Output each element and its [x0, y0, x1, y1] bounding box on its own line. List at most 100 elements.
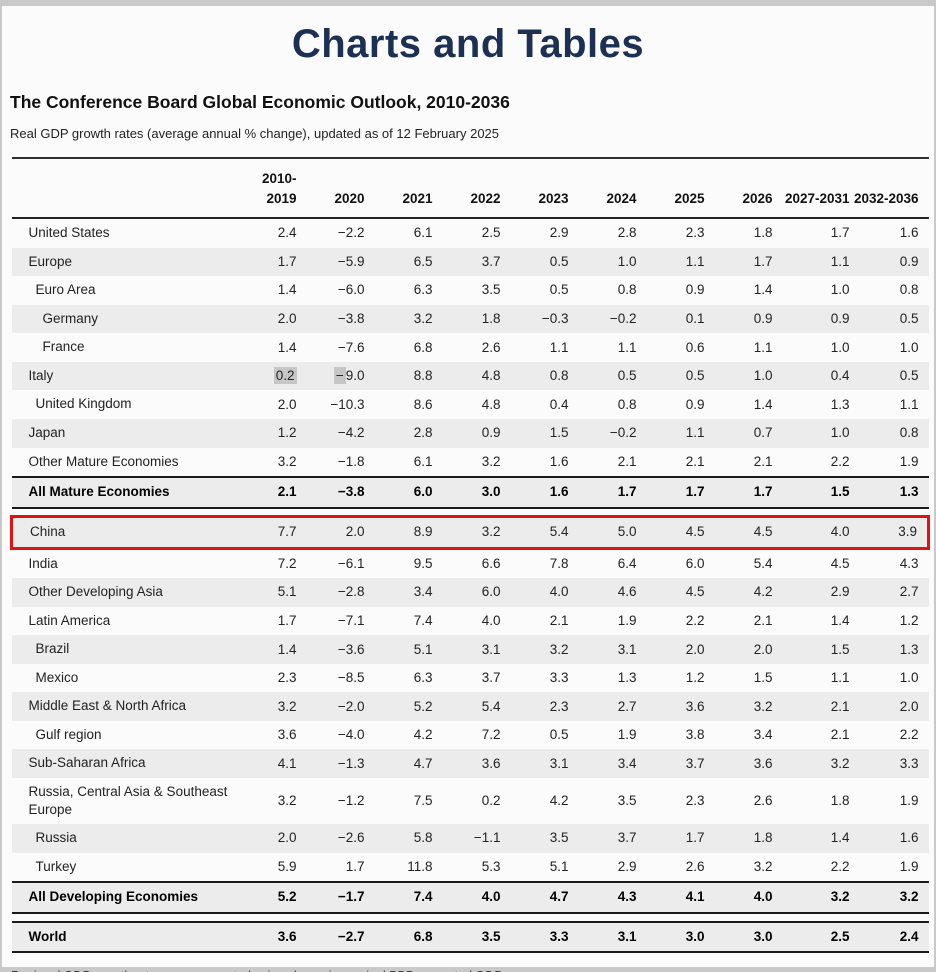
value-cell: 3.2	[277, 453, 297, 469]
row-label: All Mature Economies	[11, 476, 237, 509]
row-label: Latin America	[28, 612, 111, 628]
table-row: Other Mature Economies 3.2 −1.8 6.1 3.2 1.6 2.…	[12, 448, 929, 478]
value-cell: 2.0	[236, 824, 297, 853]
value-cell: 5.4	[432, 692, 501, 721]
table-row: Other Developing Asia 5.1 −2.8 3.4 6.0 4.0 4.6…	[11, 578, 929, 607]
value-cell: 0.9	[772, 304, 850, 334]
value-cell: 2.3	[685, 793, 705, 809]
row-label: Sub-Saharan Africa	[11, 749, 237, 779]
value-cell: 1.6	[899, 225, 919, 241]
value-cell: −1.8	[337, 453, 365, 469]
value-cell: 3.2	[772, 881, 850, 914]
table-row: All Developing Economies 5.2 −1.7 7.4 4.0 4.7…	[11, 881, 929, 914]
value-cell: 2.9	[772, 578, 850, 607]
value-cell: 1.7	[345, 858, 365, 874]
value-cell: 0.2	[236, 361, 297, 391]
value-cell: 1.1	[549, 339, 569, 355]
value-cell: 4.3	[568, 881, 637, 914]
value-cell: 2.0	[704, 635, 773, 664]
value-cell: 2.3	[500, 692, 569, 721]
section-gap	[12, 508, 929, 517]
value-cell: 2.1	[549, 613, 569, 628]
value-cell: 1.4	[753, 282, 773, 298]
value-cell: 2.1	[685, 453, 705, 469]
gdp-growth-table: 2010-​2019 2020 2021 2022 2023 2024 2025 2026 20…	[10, 157, 930, 954]
value-cell: 5.1	[549, 858, 569, 874]
row-label: All Developing Economies	[11, 881, 237, 914]
value-cell: 3.0	[704, 920, 773, 954]
value-cell: 2.1	[236, 476, 297, 509]
row-label: United Kingdom	[35, 396, 132, 412]
row-label: Russia, Central Asia & Southeast Europe	[28, 784, 228, 817]
value-cell: 0.8	[899, 282, 919, 298]
row-label: Euro Area	[35, 282, 96, 298]
column-header: 2023	[500, 158, 569, 220]
value-cell: 1.1	[830, 670, 850, 686]
value-cell: 4.7	[364, 749, 433, 779]
value-cell: 5.3	[481, 858, 501, 874]
value-cell: −6.1	[337, 555, 365, 571]
value-cell: 7.7	[236, 515, 297, 550]
value-cell: −7.1	[337, 613, 365, 628]
value-cell: 4.6	[568, 578, 637, 607]
value-cell: 1.8	[753, 225, 773, 241]
value-cell: 4.0	[772, 515, 850, 550]
value-cell: 1.0	[830, 339, 850, 355]
page: Charts and Tables The Conference Board G…	[2, 6, 934, 972]
value-cell: 2.5	[481, 225, 501, 241]
value-cell: 1.5	[772, 635, 850, 664]
value-cell: 1.0	[568, 247, 637, 277]
row-label: Italy	[11, 361, 237, 391]
column-header: 2026	[704, 158, 773, 220]
value-cell: 1.7	[277, 613, 297, 628]
column-header: 2025	[636, 158, 705, 220]
row-label: Other Mature Economies	[28, 453, 179, 469]
value-cell: 3.2	[849, 881, 929, 914]
value-cell: −0.3	[500, 304, 569, 334]
value-cell: −3.8	[296, 304, 365, 334]
value-cell: 1.2	[236, 418, 297, 448]
value-cell: 4.0	[704, 881, 773, 914]
table-row: All Mature Economies 2.1 −3.8 6.0 3.0 1.6 1.7 1…	[11, 476, 929, 509]
value-cell: 6.4	[617, 555, 637, 571]
value-cell: 2.0	[277, 396, 297, 412]
value-cell: −1.3	[296, 749, 365, 779]
value-cell: 2.0	[296, 515, 365, 550]
value-cell: 7.4	[413, 613, 433, 628]
column-header: 2010-​2019	[236, 158, 297, 220]
value-cell: 0.9	[685, 396, 705, 412]
column-header: 2022	[432, 158, 501, 220]
value-cell: 1.4	[753, 396, 773, 412]
value-cell: 3.2	[432, 515, 501, 550]
value-cell: 1.8	[704, 824, 773, 853]
value-cell: −1.1	[432, 824, 501, 853]
table-row: Japan 1.2 −4.2 2.8 0.9 1.5 −0.2 1.1 0.7 1.0 0.8	[11, 418, 929, 448]
value-cell: 0.9	[432, 418, 501, 448]
value-cell: 1.7	[636, 476, 705, 509]
value-cell: 1.1	[899, 396, 919, 412]
value-cell: 2.6	[685, 858, 705, 874]
value-cell: −0.2	[568, 418, 637, 448]
value-cell: 1.9	[617, 613, 637, 628]
table-row: France 1.4 −7.6 6.8 2.6 1.1 1.1 0.6 1.1 1.0 1.0	[12, 333, 929, 362]
value-cell: 0.5	[636, 361, 705, 391]
value-cell: 3.2	[364, 304, 433, 334]
value-cell: 2.7	[849, 578, 929, 607]
value-cell: 4.8	[481, 396, 501, 412]
section-gap	[12, 913, 929, 922]
value-cell: 2.4	[277, 225, 297, 241]
value-cell: 0.5	[849, 304, 929, 334]
table-row: Gulf region 3.6 −4.0 4.2 7.2 0.5 1.9 3.8 3.4 2.1 2…	[12, 721, 929, 750]
value-cell: −4.2	[296, 418, 365, 448]
text-selection: −	[333, 367, 346, 385]
value-cell: 4.2	[413, 727, 433, 743]
value-cell: 1.0	[704, 361, 773, 391]
value-cell: 2.0	[849, 692, 929, 721]
value-cell: 1.5	[500, 418, 569, 448]
value-cell: −8.5	[337, 670, 365, 686]
value-cell: −5.9	[296, 247, 365, 277]
table-row: Europe 1.7 −5.9 6.5 3.7 0.5 1.0 1.1 1.7 1.1 0.9	[11, 247, 929, 277]
table-row: Turkey 5.9 1.7 11.8 5.3 5.1 2.9 2.6 3.2 2.2 1.9	[12, 853, 929, 883]
value-cell: 1.0	[899, 339, 919, 355]
